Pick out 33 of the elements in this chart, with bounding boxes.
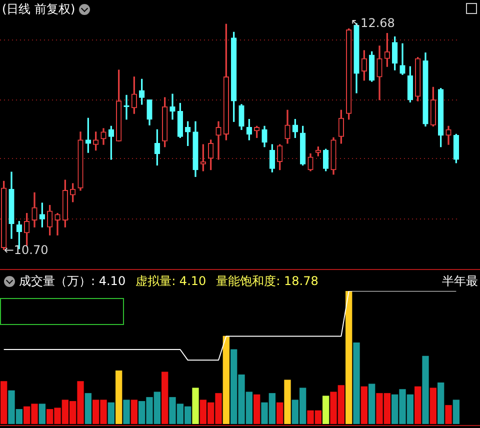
bar [368,384,376,424]
bar [38,404,46,424]
bar [162,372,168,424]
bar [360,386,368,424]
text: 成交量（万）: 4.10 [19,273,126,289]
bar [116,370,122,424]
bar [452,400,460,424]
bar [130,400,138,424]
bar [222,336,230,424]
bar [414,386,422,424]
bar [108,402,114,424]
bar [422,356,429,424]
bar [276,402,284,424]
text: 虚拟量: 4.10 [136,273,206,289]
bar [322,396,330,424]
annotation: ↖12.68 [350,16,395,30]
text: 量能饱和度: 18.78 [216,273,318,289]
bar [430,388,436,424]
bar [84,393,92,424]
chart-title: (日线 前复权) [2,1,76,17]
bar [0,381,8,424]
candlestick [216,121,222,160]
candlestick [170,94,176,120]
bar [123,400,130,424]
bar [438,382,444,424]
bar [346,291,352,424]
bar [192,388,199,424]
bar [254,394,260,424]
bar [353,342,360,424]
series-label: 半年最 [442,274,478,288]
annotation: ←10.70 [4,243,48,258]
bar [284,380,291,424]
bar [445,405,452,424]
